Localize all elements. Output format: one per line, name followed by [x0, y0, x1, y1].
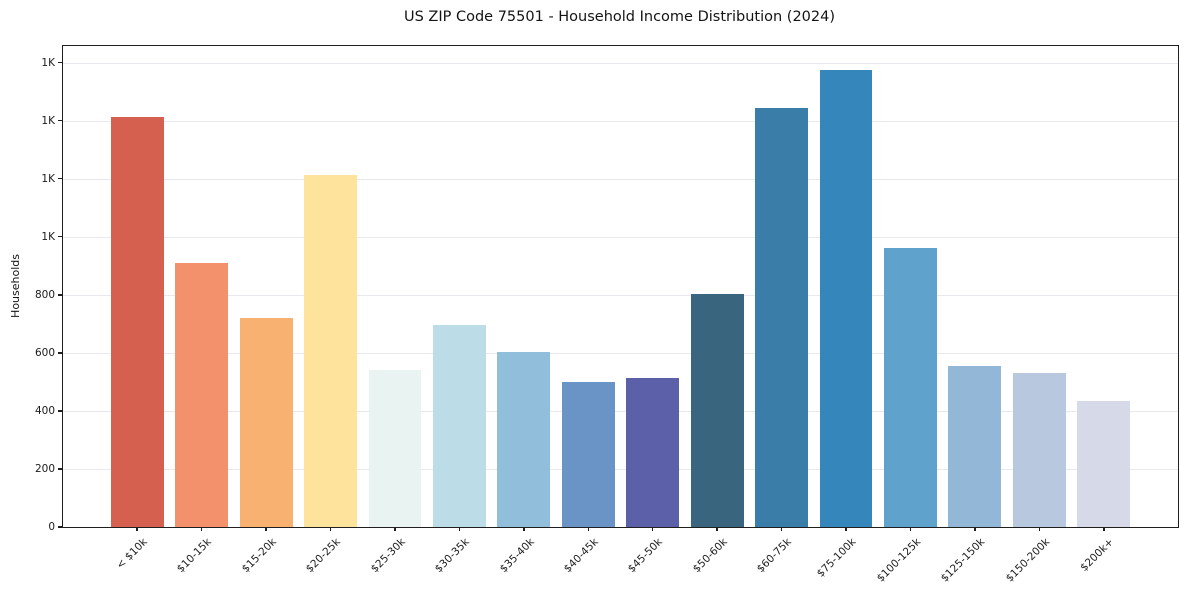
x-tick-label: $75-100k	[814, 536, 859, 580]
y-tick-mark	[58, 526, 62, 528]
x-tick-mark	[265, 527, 267, 531]
x-tick-label: $150-200k	[1003, 536, 1052, 585]
bar	[690, 294, 744, 527]
y-tick-mark	[58, 177, 62, 180]
y-tick-mark	[58, 119, 62, 122]
x-tick-mark	[523, 527, 525, 531]
x-tick-mark	[651, 527, 654, 531]
bar	[626, 378, 680, 527]
x-tick-label: $50-60k	[690, 536, 730, 576]
bar	[561, 381, 615, 527]
bar	[1012, 373, 1066, 527]
gridline	[63, 178, 1178, 180]
gridline	[63, 120, 1178, 122]
y-tick-label: 1K	[41, 114, 55, 127]
gridline	[63, 468, 1178, 470]
x-tick-mark	[329, 527, 332, 531]
gridline	[63, 352, 1178, 354]
x-tick-mark	[1103, 527, 1105, 531]
x-tick-mark	[394, 527, 396, 531]
y-tick-mark	[58, 294, 62, 296]
y-tick-mark	[58, 410, 62, 412]
x-tick-mark	[587, 527, 590, 531]
y-axis-label: Households	[8, 253, 22, 318]
y-tick-label: 400	[34, 404, 55, 417]
bar	[239, 318, 293, 527]
y-tick-mark	[58, 468, 62, 470]
bar	[819, 70, 873, 527]
x-tick-label: $15-20k	[239, 536, 279, 576]
x-tick-label: $20-25k	[303, 536, 344, 576]
x-tick-mark	[716, 527, 718, 531]
x-tick-label: < $10k	[114, 536, 150, 572]
bar	[755, 107, 808, 527]
x-tick-label: $30-35k	[432, 536, 472, 576]
y-tick-label: 800	[34, 288, 55, 301]
y-tick-label: 1K	[41, 56, 55, 69]
x-tick-label: $125-150k	[938, 536, 988, 585]
x-tick-mark	[136, 527, 138, 531]
y-tick-label: 0	[48, 521, 55, 533]
bar	[497, 351, 551, 527]
x-tick-mark	[1038, 527, 1041, 531]
bar	[304, 174, 357, 527]
y-tick-label: 1K	[41, 172, 55, 185]
gridline	[63, 410, 1178, 412]
x-tick-mark	[458, 527, 461, 531]
x-tick-label: $60-75k	[754, 536, 795, 576]
bar	[948, 365, 1002, 527]
y-tick-label: 1K	[41, 230, 55, 243]
gridline	[63, 236, 1178, 238]
x-tick-label: $200k+	[1078, 536, 1117, 574]
bar	[175, 262, 229, 527]
bar	[884, 247, 937, 527]
y-tick-label: 600	[34, 346, 55, 359]
x-tick-mark	[780, 527, 783, 531]
x-tick-mark	[974, 527, 976, 531]
x-tick-label: $40-45k	[561, 536, 601, 576]
bar	[368, 369, 422, 527]
x-tick-label: $35-40k	[497, 536, 537, 576]
gridline	[63, 62, 1178, 64]
y-tick-label: 200	[34, 462, 55, 475]
x-tick-label: $100-125k	[874, 536, 923, 585]
gridline	[63, 294, 1178, 296]
x-tick-label: $45-50k	[626, 536, 666, 576]
x-tick-mark	[909, 527, 912, 531]
chart-title: US ZIP Code 75501 - Household Income Dis…	[403, 9, 836, 25]
plot-area: 0 200 400 600 800 1K 1K 1K 1K < $10k $10-15k $15-20…	[35, 45, 1179, 585]
x-tick-label: $10-15k	[175, 536, 215, 576]
x-tick-mark	[200, 527, 203, 531]
bar	[110, 116, 164, 527]
bar	[1077, 400, 1131, 527]
x-tick-mark	[845, 527, 847, 531]
y-tick-mark	[58, 352, 62, 354]
x-tick-label: $25-30k	[368, 536, 408, 576]
bar	[432, 324, 486, 527]
y-tick-mark	[58, 235, 62, 238]
y-tick-mark	[58, 61, 62, 64]
